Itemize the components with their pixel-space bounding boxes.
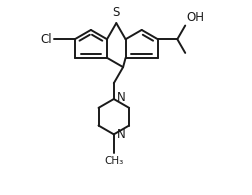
Text: N: N [116, 128, 125, 141]
Text: CH₃: CH₃ [104, 156, 123, 166]
Text: OH: OH [186, 12, 204, 24]
Text: N: N [116, 91, 125, 104]
Text: S: S [112, 6, 119, 19]
Text: Cl: Cl [40, 33, 52, 46]
